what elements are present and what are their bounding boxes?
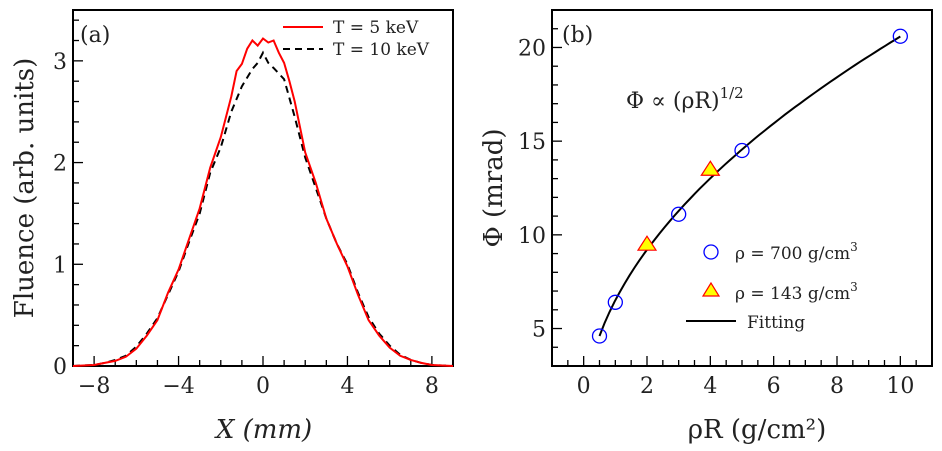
panel-b-x-tick-label: 6 — [767, 374, 781, 399]
series-10kev-line — [72, 50, 454, 367]
panel-b-x-tick-label: 10 — [886, 374, 914, 399]
panel-b-ylabel: Φ (mrad) — [479, 128, 509, 247]
panel-b-y-tick-label: 15 — [518, 130, 546, 155]
panel-a-y-tick-label: 3 — [53, 50, 67, 75]
panel-b-x-tick-label: 0 — [577, 374, 591, 399]
legend-label-700: ρ = 700 g/cm3 — [735, 240, 858, 264]
panel-b-xlabel: ρR (g/cm²) — [688, 415, 826, 445]
panel-b-y-tick-label: 5 — [532, 318, 546, 343]
panel-a-frame — [72, 9, 454, 367]
legend-label-fitting: Fitting — [747, 313, 805, 333]
panel-b-x-tick-label: 8 — [830, 374, 844, 399]
panel-a-x-tick-label: −8 — [78, 374, 110, 399]
data-point-700 — [671, 206, 687, 222]
panel-a-ylabel: Fluence (arb. units) — [10, 58, 40, 318]
series-5kev-line — [72, 37, 454, 367]
panel-a-y-tick-label: 0 — [53, 355, 67, 380]
panel-b-y-tick-label: 10 — [518, 224, 546, 249]
panel-b-x-tick-label: 2 — [640, 374, 654, 399]
panel-a-x-tick-label: −4 — [162, 374, 194, 399]
panel-a: −8 −4 0 4 8 0 1 2 3 — [53, 9, 454, 399]
panel-b-label: (b) — [562, 23, 593, 48]
panel-a-label: (a) — [80, 23, 110, 48]
panel-a-x-tick-label: 8 — [425, 374, 439, 399]
panel-b-x-tick-label: 4 — [703, 374, 717, 399]
data-point-700 — [892, 28, 908, 44]
data-point-700 — [591, 328, 608, 344]
data-point-143 — [700, 160, 721, 176]
panel-a-xlabel: X (mm) — [214, 415, 312, 445]
panel-b: 0 2 4 6 8 10 5 10 15 20 — [518, 9, 933, 399]
legend-label-10kev: T = 10 keV — [333, 40, 430, 60]
legend-marker-143 — [701, 281, 721, 297]
panel-a-y-tick-label: 1 — [53, 253, 67, 278]
data-point-700 — [734, 142, 750, 159]
data-point-700 — [607, 294, 623, 310]
panel-a-x-tick-label: 0 — [256, 374, 270, 399]
panel-a-x-tick-label: 4 — [340, 374, 354, 399]
panel-a-y-tick-label: 2 — [53, 152, 67, 177]
legend-label-5kev: T = 5 keV — [333, 18, 419, 38]
legend-label-143: ρ = 143 g/cm3 — [735, 280, 858, 304]
legend-marker-700 — [703, 244, 719, 260]
data-point-143 — [636, 235, 658, 251]
panel-b-y-tick-label: 20 — [518, 36, 546, 61]
fit-annotation: Φ ∝ (ρR)1/2 — [626, 84, 744, 114]
